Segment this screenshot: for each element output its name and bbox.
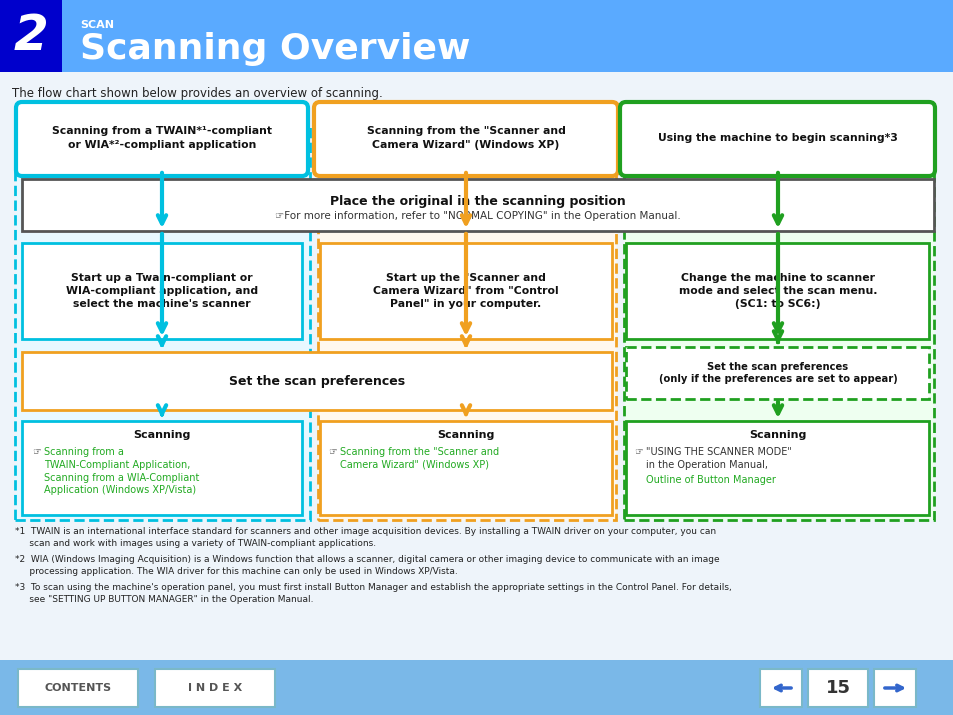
FancyBboxPatch shape bbox=[16, 102, 308, 176]
FancyBboxPatch shape bbox=[0, 72, 953, 660]
Text: Outline of Button Manager: Outline of Button Manager bbox=[645, 475, 775, 485]
Text: *1  TWAIN is an international interface standard for scanners and other image ac: *1 TWAIN is an international interface s… bbox=[15, 527, 716, 548]
Text: ☞: ☞ bbox=[328, 447, 336, 457]
FancyBboxPatch shape bbox=[154, 669, 274, 707]
Text: Scanning: Scanning bbox=[133, 430, 191, 440]
FancyBboxPatch shape bbox=[0, 0, 953, 72]
FancyBboxPatch shape bbox=[319, 243, 612, 339]
FancyBboxPatch shape bbox=[22, 179, 933, 231]
Text: Set the scan preferences: Set the scan preferences bbox=[229, 375, 405, 388]
FancyBboxPatch shape bbox=[625, 243, 928, 339]
Text: Set the scan preferences
(only if the preferences are set to appear): Set the scan preferences (only if the pr… bbox=[658, 362, 897, 384]
FancyBboxPatch shape bbox=[873, 669, 915, 707]
Text: Scanning from a TWAIN*¹-compliant
or WIA*²-compliant application: Scanning from a TWAIN*¹-compliant or WIA… bbox=[52, 127, 272, 149]
Text: CONTENTS: CONTENTS bbox=[45, 683, 112, 693]
Text: Scanning from the "Scanner and
Camera Wizard" (Windows XP): Scanning from the "Scanner and Camera Wi… bbox=[339, 447, 498, 470]
FancyBboxPatch shape bbox=[314, 102, 618, 176]
FancyBboxPatch shape bbox=[625, 347, 928, 399]
Text: Start up the "Scanner and
Camera Wizard" from "Control
Panel" in your computer.: Start up the "Scanner and Camera Wizard"… bbox=[373, 273, 558, 309]
Text: Scanning from a
TWAIN-Compliant Application,
Scanning from a WIA-Compliant
Appli: Scanning from a TWAIN-Compliant Applicat… bbox=[44, 447, 199, 495]
Text: "USING THE SCANNER MODE"
in the Operation Manual,: "USING THE SCANNER MODE" in the Operatio… bbox=[645, 447, 791, 470]
FancyBboxPatch shape bbox=[18, 669, 138, 707]
FancyBboxPatch shape bbox=[0, 0, 62, 72]
FancyBboxPatch shape bbox=[760, 669, 801, 707]
FancyBboxPatch shape bbox=[22, 352, 612, 410]
Text: The flow chart shown below provides an overview of scanning.: The flow chart shown below provides an o… bbox=[12, 87, 382, 100]
Text: *3  To scan using the machine's operation panel, you must first install Button M: *3 To scan using the machine's operation… bbox=[15, 583, 731, 603]
Text: Scanning: Scanning bbox=[748, 430, 806, 440]
Text: Scanning: Scanning bbox=[436, 430, 495, 440]
FancyBboxPatch shape bbox=[807, 669, 867, 707]
Text: 2: 2 bbox=[13, 12, 49, 60]
Text: *2  WIA (Windows Imaging Acquisition) is a Windows function that allows a scanne: *2 WIA (Windows Imaging Acquisition) is … bbox=[15, 555, 719, 576]
Text: Using the machine to begin scanning*3: Using the machine to begin scanning*3 bbox=[658, 133, 897, 143]
Text: Scanning from the "Scanner and
Camera Wizard" (Windows XP): Scanning from the "Scanner and Camera Wi… bbox=[366, 127, 565, 149]
Text: Change the machine to scanner
mode and select the scan menu.
(SC1: to SC6:): Change the machine to scanner mode and s… bbox=[678, 273, 877, 309]
Text: SCAN: SCAN bbox=[80, 20, 113, 30]
FancyBboxPatch shape bbox=[22, 421, 302, 515]
FancyBboxPatch shape bbox=[0, 660, 953, 715]
Text: Scanning Overview: Scanning Overview bbox=[80, 32, 470, 66]
Text: Place the original in the scanning position: Place the original in the scanning posit… bbox=[330, 194, 625, 207]
Text: 15: 15 bbox=[824, 679, 850, 697]
FancyBboxPatch shape bbox=[623, 125, 933, 520]
FancyBboxPatch shape bbox=[625, 421, 928, 515]
Text: ☞: ☞ bbox=[634, 447, 642, 457]
Text: I N D E X: I N D E X bbox=[188, 683, 242, 693]
FancyBboxPatch shape bbox=[15, 125, 310, 520]
FancyBboxPatch shape bbox=[619, 102, 934, 176]
Text: ☞: ☞ bbox=[32, 447, 41, 457]
FancyBboxPatch shape bbox=[319, 421, 612, 515]
Text: ☞For more information, refer to "NORMAL COPYING" in the Operation Manual.: ☞For more information, refer to "NORMAL … bbox=[274, 211, 680, 221]
FancyBboxPatch shape bbox=[22, 243, 302, 339]
FancyBboxPatch shape bbox=[317, 125, 616, 520]
Text: Start up a Twain-compliant or
WIA-compliant application, and
select the machine': Start up a Twain-compliant or WIA-compli… bbox=[66, 273, 258, 309]
